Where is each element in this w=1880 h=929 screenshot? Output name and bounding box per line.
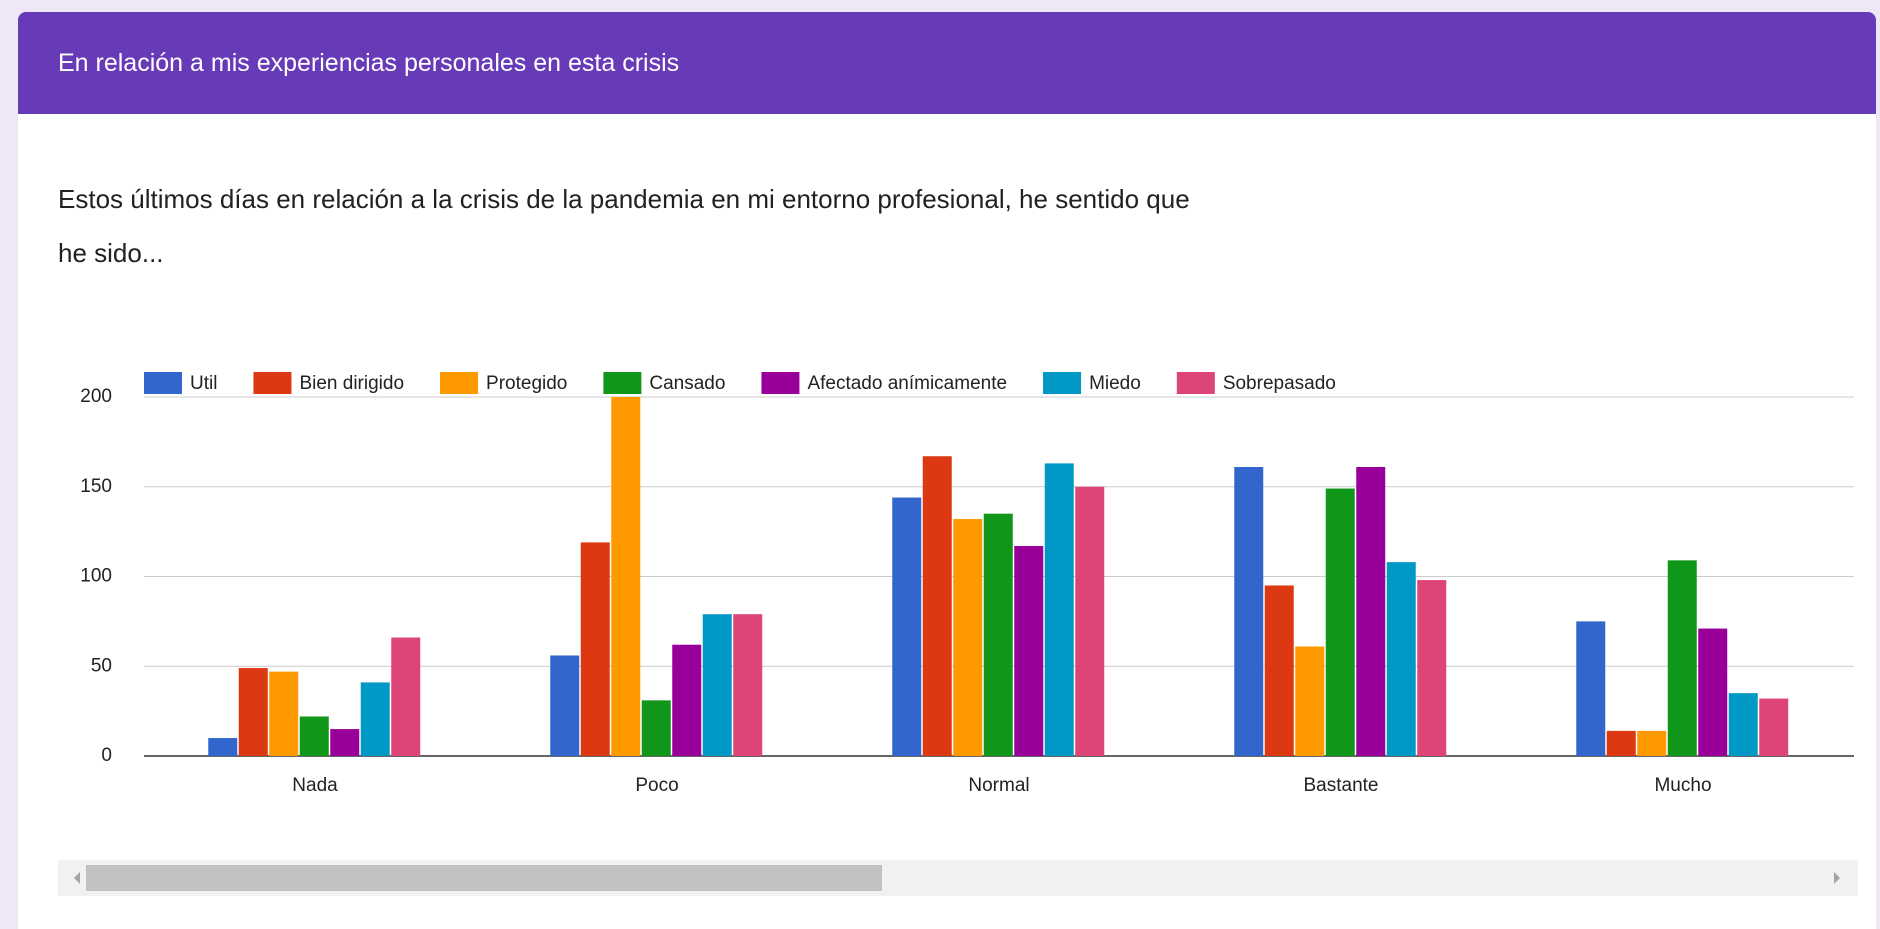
- bar: [330, 729, 360, 756]
- bar: [1014, 545, 1044, 756]
- y-tick-label: 100: [80, 566, 112, 587]
- bar: [1295, 646, 1325, 756]
- x-tick-label: Mucho: [1654, 775, 1711, 796]
- legend-label: Util: [190, 373, 217, 394]
- bar: [892, 497, 922, 756]
- bar: [299, 716, 329, 756]
- section-header: En relación a mis experiencias personale…: [18, 12, 1876, 114]
- bar: [922, 456, 952, 756]
- bar: [1264, 585, 1294, 756]
- x-tick-label: Normal: [968, 775, 1029, 796]
- legend-label: Protegido: [486, 373, 567, 394]
- y-tick-label: 50: [91, 655, 112, 676]
- x-tick-label: Poco: [635, 775, 678, 796]
- bar: [1325, 488, 1355, 756]
- bar: [641, 700, 671, 756]
- bar: [1356, 467, 1386, 756]
- bar: [1234, 467, 1264, 756]
- bar: [391, 637, 421, 756]
- scrollbar-thumb[interactable]: [86, 865, 882, 891]
- question-text: Estos últimos días en relación a la cris…: [58, 184, 1190, 268]
- legend-swatch: [1043, 372, 1082, 394]
- bar: [1075, 486, 1105, 756]
- bar: [1698, 628, 1728, 756]
- bar: [1637, 730, 1667, 756]
- legend-label: Cansado: [649, 373, 725, 394]
- bar: [1667, 560, 1697, 756]
- bar: [672, 644, 702, 756]
- legend-swatch: [144, 372, 182, 394]
- scroll-right[interactable]: [1834, 872, 1840, 884]
- bar: [702, 614, 732, 756]
- legend-label: Miedo: [1089, 373, 1141, 394]
- chart: 0 50 100 150 200 Util Bien dirigido Protegido Ca…: [58, 372, 1858, 896]
- scroll-left[interactable]: [74, 872, 80, 884]
- legend-swatch: [761, 372, 800, 394]
- bar: [733, 614, 763, 756]
- bar: [1759, 698, 1789, 756]
- bar: [238, 668, 268, 756]
- bar: [208, 738, 238, 756]
- bar: [983, 513, 1013, 756]
- bar: [1044, 463, 1074, 756]
- bar: [953, 519, 983, 756]
- x-tick-label: Nada: [292, 775, 338, 796]
- bar: [580, 542, 610, 756]
- y-tick-label: 0: [101, 745, 112, 766]
- bar: [1417, 580, 1447, 756]
- bar: [269, 671, 299, 756]
- bar: [360, 682, 390, 756]
- legend-swatch: [253, 372, 292, 394]
- y-tick-label: 200: [80, 386, 112, 407]
- legend-label: Sobrepasado: [1223, 373, 1336, 394]
- bar: [1728, 693, 1758, 756]
- bar: [1606, 730, 1636, 756]
- legend-swatch: [440, 372, 479, 394]
- legend-swatch: [1176, 372, 1215, 394]
- bar: [611, 397, 641, 756]
- x-tick-label: Bastante: [1304, 775, 1379, 796]
- legend-label: Afectado anímicamente: [807, 373, 1007, 394]
- legend-label: Bien dirigido: [299, 373, 404, 394]
- legend-swatch: [603, 372, 642, 394]
- bar: [1386, 562, 1416, 756]
- y-tick-label: 150: [80, 476, 112, 497]
- bar: [550, 655, 580, 756]
- bar: [1576, 621, 1606, 756]
- form-card: En relación a mis experiencias personale…: [18, 12, 1876, 929]
